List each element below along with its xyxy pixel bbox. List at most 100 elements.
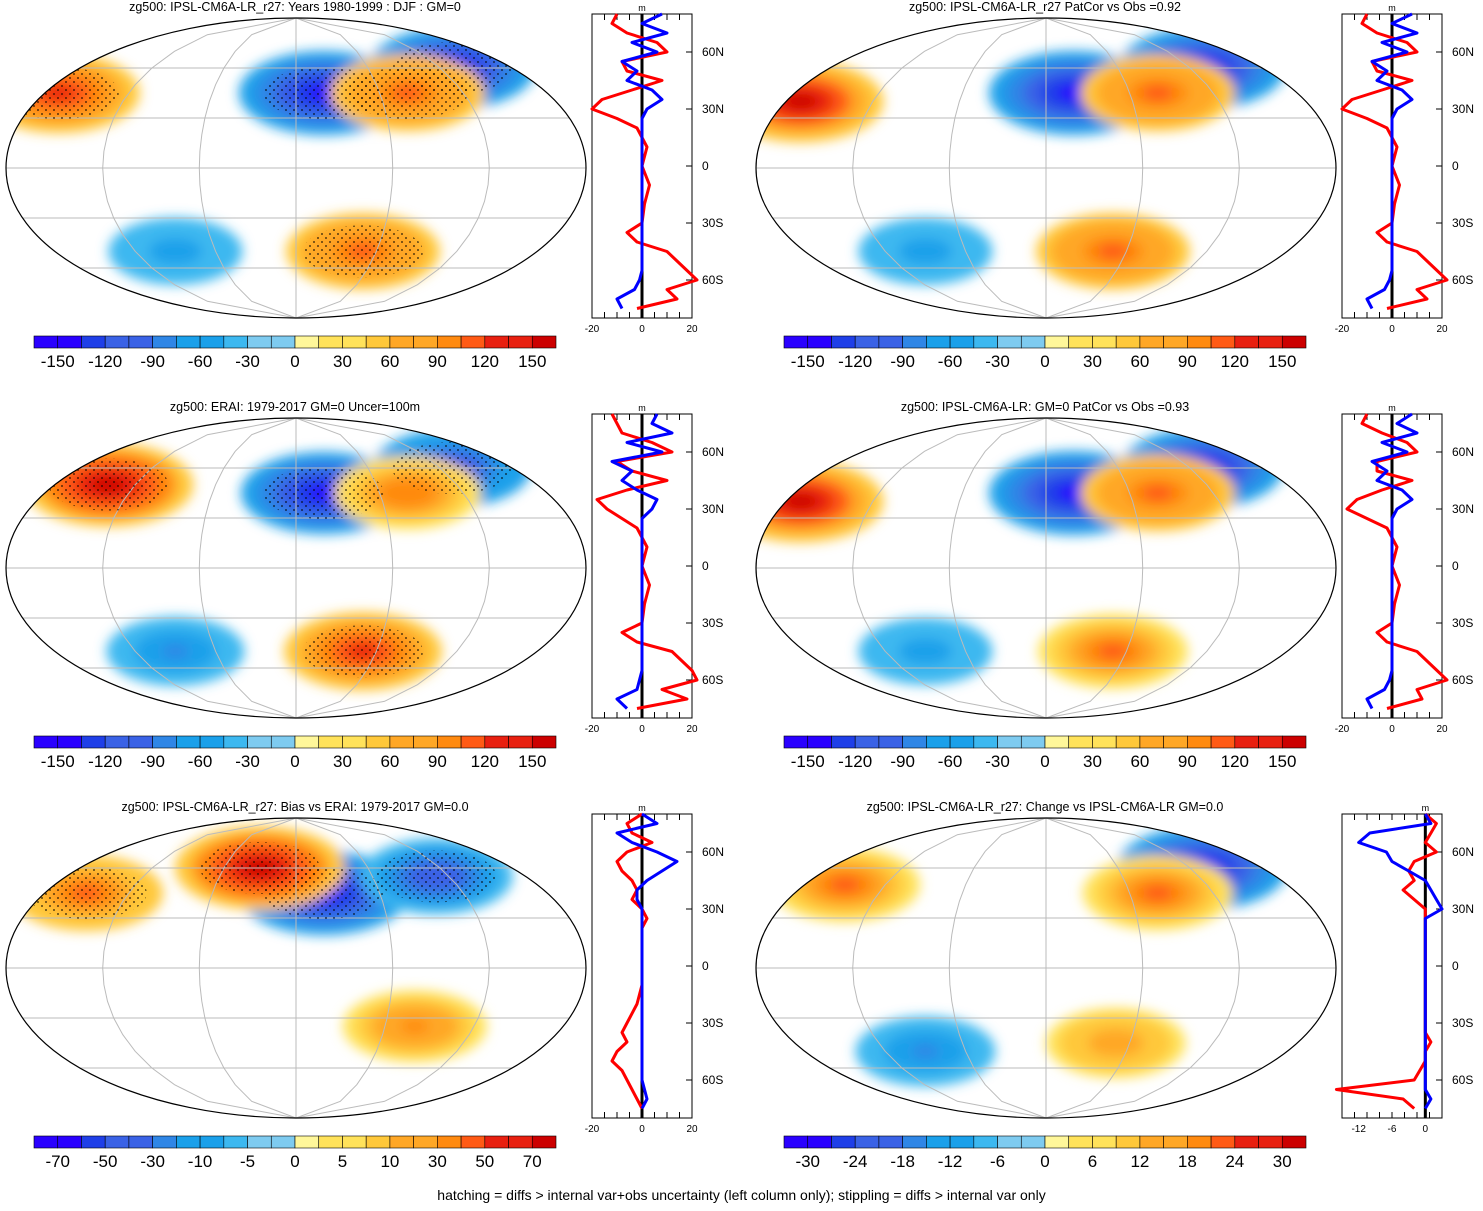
zonal-mean-plot: m -12 -6 0 bbox=[1334, 803, 1444, 1135]
zonal-x-tick-label: -20 bbox=[585, 724, 600, 735]
colorbar: -30 -24 -18 -12 -6 0 6 12 18 24 30 bbox=[783, 1135, 1307, 1171]
map-plot bbox=[5, 817, 587, 1119]
zonal-series-obs bbox=[615, 12, 669, 310]
colorbar-tick-label: -60 bbox=[188, 752, 213, 771]
zonal-lat-label: 30S bbox=[702, 616, 724, 630]
colorbar-tick-label: -150 bbox=[791, 352, 825, 371]
zonal-lat-label: 30N bbox=[1452, 102, 1475, 116]
zonal-lat-label: 60N bbox=[702, 845, 725, 859]
zonal-mean-plot: m -20 0 20 bbox=[585, 803, 698, 1135]
colorbar-box bbox=[1068, 335, 1093, 349]
colorbar-tick-label: -120 bbox=[88, 352, 122, 371]
colorbar-box bbox=[1092, 735, 1117, 749]
zonal-series-model bbox=[1334, 812, 1438, 1110]
zonal-lat-label: 0 bbox=[702, 159, 709, 173]
graticule-meridian bbox=[948, 418, 1047, 718]
colorbar-box bbox=[104, 335, 130, 349]
zonal-lat-label: 60S bbox=[702, 273, 724, 287]
map-title: zg500: IPSL-CM6A-LR_r27 PatCor vs Obs =0… bbox=[908, 0, 1181, 14]
anomaly-blob bbox=[1142, 485, 1174, 501]
colorbar-box bbox=[247, 1135, 272, 1149]
zonal-unit-label: m bbox=[1422, 803, 1430, 813]
stippling bbox=[347, 67, 468, 119]
colorbar-tick-label: -5 bbox=[240, 1152, 255, 1171]
colorbar-tick-label: 30 bbox=[1083, 752, 1102, 771]
colorbar-tick-label: 0 bbox=[290, 1152, 299, 1171]
zonal-lat-label: 30S bbox=[702, 1016, 724, 1030]
colorbar-tick-label: -10 bbox=[188, 1152, 213, 1171]
colorbar-box bbox=[854, 1135, 880, 1149]
colorbar-tick-label: 30 bbox=[1273, 1152, 1292, 1171]
colorbar-box bbox=[1020, 1135, 1046, 1149]
map-boundary bbox=[5, 17, 587, 319]
colorbar-tick-label: -120 bbox=[838, 752, 872, 771]
colorbar-tick-label: -150 bbox=[41, 752, 75, 771]
colorbar-box bbox=[783, 335, 809, 349]
colorbar-box bbox=[902, 1135, 927, 1149]
colorbar-tick-label: 30 bbox=[1083, 352, 1102, 371]
colorbar-box bbox=[128, 335, 153, 349]
colorbar-box bbox=[1234, 1135, 1259, 1149]
colorbar-box bbox=[831, 735, 856, 749]
colorbar-tick-label: -18 bbox=[890, 1152, 915, 1171]
colorbar-box bbox=[1044, 1135, 1070, 1149]
colorbar-box bbox=[1139, 335, 1164, 349]
colorbar-box bbox=[318, 335, 343, 349]
colorbar-box bbox=[1044, 335, 1070, 349]
colorbar-box bbox=[460, 735, 486, 749]
colorbar-box bbox=[1187, 1135, 1212, 1149]
colorbar-box bbox=[247, 335, 272, 349]
graticule-meridian bbox=[198, 18, 297, 318]
colorbar-box bbox=[176, 735, 201, 749]
colorbar-box bbox=[270, 335, 296, 349]
colorbar-tick-label: -30 bbox=[795, 1152, 820, 1171]
colorbar-tick-label: 0 bbox=[1040, 752, 1049, 771]
zonal-x-tick-label: 0 bbox=[1389, 724, 1395, 735]
colorbar-box bbox=[413, 335, 438, 349]
graticule-meridian bbox=[852, 18, 1047, 318]
stippling bbox=[48, 458, 169, 511]
zonal-lat-label: 30S bbox=[1452, 616, 1474, 630]
colorbar-box bbox=[807, 1135, 832, 1149]
colorbar-tick-label: 90 bbox=[428, 352, 447, 371]
colorbar-tick-label: -150 bbox=[41, 352, 75, 371]
zonal-lat-label: 60N bbox=[702, 45, 725, 59]
zonal-unit-label: m bbox=[638, 403, 646, 413]
graticule-meridian bbox=[102, 818, 297, 1118]
map-title: zg500: IPSL-CM6A-LR_r27: Change vs IPSL-… bbox=[866, 800, 1224, 814]
colorbar-box bbox=[437, 1135, 462, 1149]
panel-p1: zg500: IPSL-CM6A-LR_r27: Years 1980-1999… bbox=[0, 0, 733, 390]
map-boundary bbox=[5, 817, 587, 1119]
colorbar-box bbox=[365, 735, 391, 749]
graticule-meridian bbox=[1045, 818, 1240, 1118]
zonal-x-tick-label: -20 bbox=[585, 1124, 600, 1135]
colorbar-tick-label: -90 bbox=[140, 352, 165, 371]
zonal-lat-label: 60S bbox=[702, 1073, 724, 1087]
zonal-lat-label: 60N bbox=[702, 445, 725, 459]
anomaly-blob bbox=[912, 244, 939, 259]
colorbar-box bbox=[1163, 735, 1188, 749]
panel-p4: zg500: IPSL-CM6A-LR: GM=0 PatCor vs Obs … bbox=[750, 400, 1483, 790]
graticule-meridian bbox=[1045, 18, 1144, 318]
anomaly-blob bbox=[1097, 643, 1128, 659]
colorbar-tick-label: -150 bbox=[791, 752, 825, 771]
colorbar-box bbox=[508, 735, 533, 749]
colorbar-tick-label: 12 bbox=[1130, 1152, 1149, 1171]
stippling bbox=[263, 467, 384, 519]
colorbar-box bbox=[1020, 735, 1046, 749]
colorbar-tick-label: 0 bbox=[1040, 352, 1049, 371]
graticule-meridian bbox=[948, 818, 1047, 1118]
colorbar-tick-label: 70 bbox=[523, 1152, 542, 1171]
colorbar-box bbox=[997, 335, 1022, 349]
colorbar-box bbox=[57, 335, 82, 349]
colorbar-box bbox=[413, 1135, 438, 1149]
colorbar-box bbox=[389, 1135, 414, 1149]
colorbar-box bbox=[1020, 335, 1046, 349]
graticule-meridian bbox=[1045, 18, 1240, 318]
map-boundary bbox=[755, 417, 1337, 719]
colorbar-tick-label: 120 bbox=[1221, 752, 1249, 771]
colorbar-box bbox=[437, 735, 462, 749]
colorbar-tick-label: 18 bbox=[1178, 1152, 1197, 1171]
colorbar-box bbox=[104, 1135, 130, 1149]
map-plot bbox=[755, 817, 1337, 1119]
